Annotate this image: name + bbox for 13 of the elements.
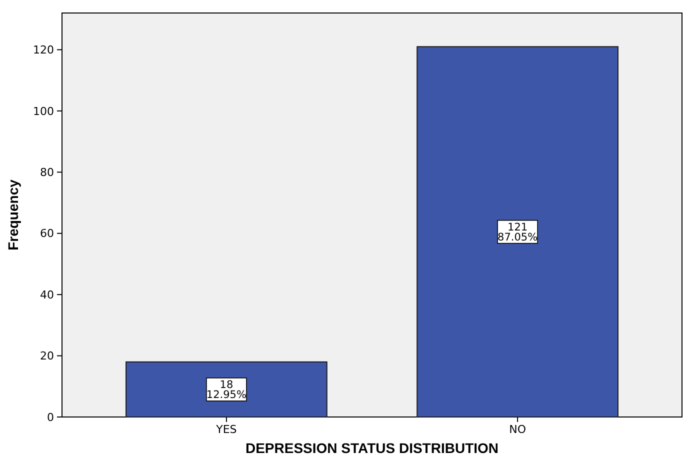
y-tick-label: 120 — [33, 44, 54, 57]
data-label: 18 12.95% — [206, 378, 246, 401]
y-tick-label: 20 — [40, 350, 54, 363]
x-tick-label: YES — [215, 423, 237, 436]
y-tick-label: 100 — [33, 104, 54, 118]
data-label: 121 87.05% — [498, 221, 538, 244]
y-tick-label: 0 — [47, 410, 54, 424]
y-tick-label: 60 — [40, 227, 54, 240]
x-axis-title: DEPRESSION STATUS DISTRIBUTION — [245, 440, 499, 456]
y-axis-title: Frequency — [5, 179, 21, 250]
y-tick-label: 80 — [40, 166, 54, 179]
x-tick-label: NO — [509, 423, 526, 436]
y-tick-label: 40 — [40, 288, 54, 302]
